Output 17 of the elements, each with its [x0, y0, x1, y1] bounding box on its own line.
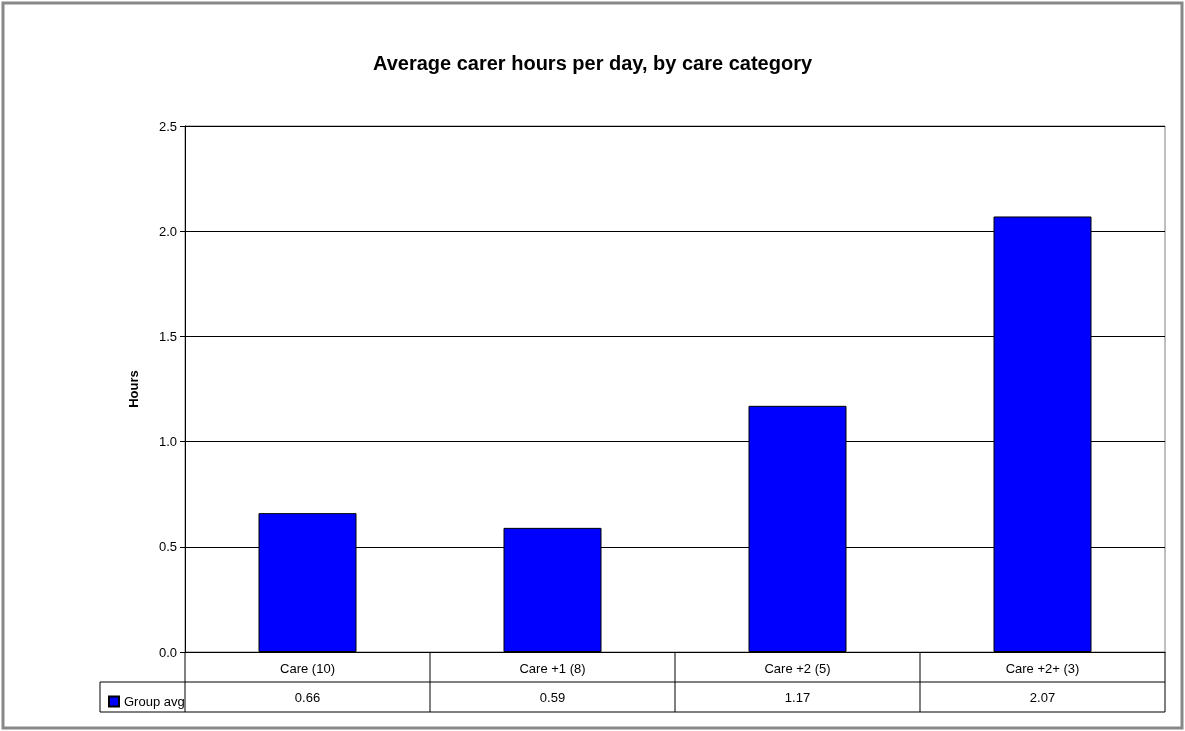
legend-label: Group avg: [124, 694, 185, 709]
data-label: 0.59: [539, 689, 566, 705]
data-label: 1.17: [784, 689, 811, 705]
y-tick-label: 1.5: [158, 328, 177, 344]
x-tick-label: Care +2+ (3): [1005, 661, 1080, 676]
x-tick-label: Care (10): [280, 661, 335, 676]
y-tick-label: 2.0: [158, 223, 177, 239]
y-tick-label: 2.5: [158, 118, 177, 134]
x-tick-label: Care +2 (5): [764, 661, 831, 676]
data-label: 0.66: [294, 689, 321, 705]
data-label: 2.07: [1029, 689, 1056, 705]
y-tick-label: 0.0: [158, 644, 177, 660]
y-tick-label: 0.5: [158, 539, 177, 555]
y-axis-title: Hours: [126, 370, 141, 408]
x-tick-label: Care +1 (8): [519, 661, 586, 676]
chart-title: Average carer hours per day, by care category: [372, 52, 813, 74]
y-tick-label: 1.0: [158, 434, 177, 450]
